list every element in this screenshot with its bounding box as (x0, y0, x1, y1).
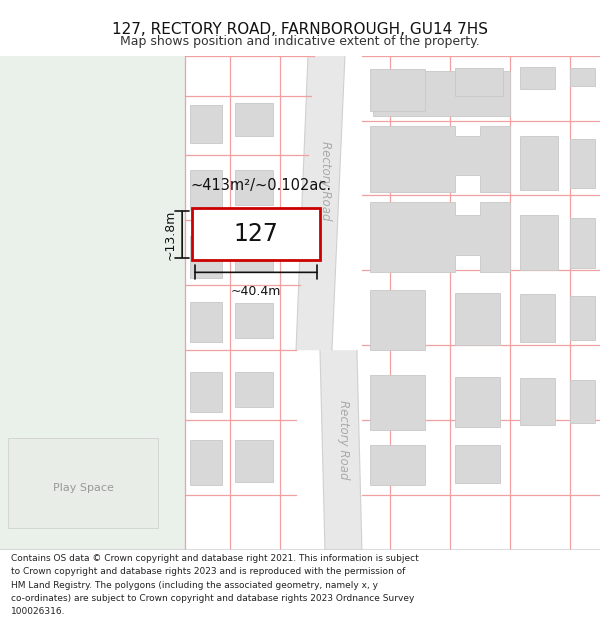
Polygon shape (370, 126, 510, 192)
Bar (8, 438, 158, 528)
Bar (370, 69, 425, 111)
Bar (235, 440, 273, 482)
Bar (455, 445, 500, 483)
Bar (520, 216, 557, 271)
Bar (370, 375, 425, 430)
Bar (192, 208, 320, 261)
Text: co-ordinates) are subject to Crown copyright and database rights 2023 Ordnance S: co-ordinates) are subject to Crown copyr… (11, 594, 414, 602)
Text: 127: 127 (233, 222, 278, 246)
Bar (569, 218, 595, 268)
Bar (520, 378, 554, 425)
Text: Contains OS data © Crown copyright and database right 2021. This information is : Contains OS data © Crown copyright and d… (11, 554, 419, 563)
Text: 127, RECTORY ROAD, FARNBOROUGH, GU14 7HS: 127, RECTORY ROAD, FARNBOROUGH, GU14 7HS (112, 22, 488, 37)
Bar (190, 440, 222, 485)
Bar (569, 139, 595, 189)
Text: HM Land Registry. The polygons (including the associated geometry, namely x, y: HM Land Registry. The polygons (includin… (11, 581, 378, 589)
Text: ~40.4m: ~40.4m (231, 286, 281, 298)
Bar (235, 236, 273, 272)
Bar (235, 102, 273, 136)
Text: ~413m²/~0.102ac.: ~413m²/~0.102ac. (190, 178, 331, 193)
Bar (569, 296, 595, 340)
Text: 100026316.: 100026316. (11, 607, 65, 616)
Bar (235, 303, 273, 338)
Text: Play Space: Play Space (53, 483, 114, 493)
Bar (569, 68, 595, 86)
Bar (520, 67, 554, 89)
Polygon shape (370, 202, 510, 272)
Polygon shape (373, 71, 510, 116)
Bar (370, 445, 425, 485)
Text: Rectory Road: Rectory Road (319, 141, 332, 220)
Text: to Crown copyright and database rights 2023 and is reproduced with the permissio: to Crown copyright and database rights 2… (11, 568, 405, 576)
Bar (370, 291, 425, 350)
Bar (455, 378, 500, 427)
Bar (190, 302, 222, 343)
Polygon shape (320, 350, 362, 550)
Bar (190, 236, 222, 278)
Bar (190, 171, 222, 211)
Text: ~13.8m: ~13.8m (163, 209, 176, 259)
Polygon shape (296, 56, 345, 350)
Bar (235, 372, 273, 407)
Bar (569, 380, 595, 423)
Text: Rectory Road: Rectory Road (337, 401, 350, 480)
Bar (1, 56, 185, 550)
Bar (520, 136, 557, 191)
Bar (190, 372, 222, 412)
Bar (455, 293, 500, 345)
Bar (455, 68, 503, 96)
Bar (235, 171, 273, 206)
Text: Map shows position and indicative extent of the property.: Map shows position and indicative extent… (120, 35, 480, 48)
Bar (520, 294, 554, 343)
Bar (190, 104, 222, 142)
